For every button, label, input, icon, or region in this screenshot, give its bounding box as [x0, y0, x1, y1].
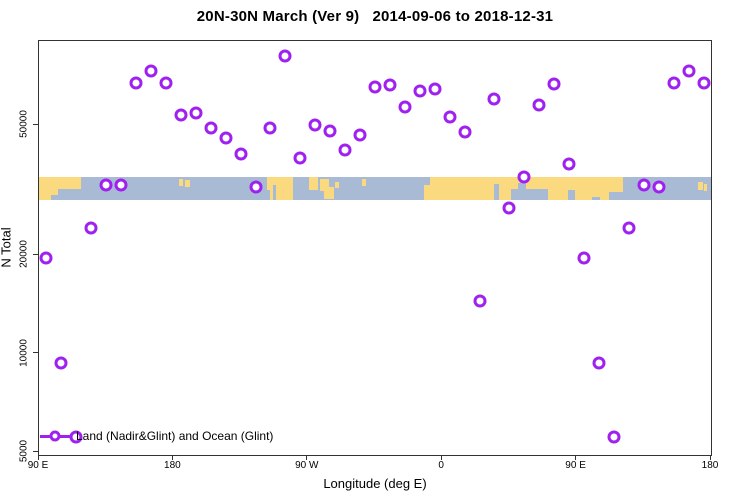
x-tick-mark	[37, 455, 39, 460]
y-axis-label: N Total	[0, 227, 14, 268]
data-point	[99, 178, 113, 192]
data-point	[443, 110, 457, 124]
data-point	[577, 251, 591, 265]
data-point	[323, 124, 337, 138]
y-tick-mark	[33, 450, 38, 452]
data-point	[697, 76, 711, 90]
y-tick-label: 20000	[18, 240, 30, 269]
ocean-segment	[58, 188, 81, 200]
x-tick-mark	[171, 455, 173, 460]
data-point	[667, 76, 681, 90]
data-point	[293, 151, 307, 165]
land-segment	[334, 181, 340, 189]
x-tick-label: 0	[438, 460, 444, 471]
data-point	[562, 157, 576, 171]
y-tick-mark	[33, 123, 38, 125]
x-tick-label: 90 W	[295, 460, 319, 471]
data-point	[607, 430, 621, 444]
ocean-segment	[517, 183, 526, 200]
x-tick-mark	[575, 455, 577, 460]
data-point	[637, 178, 651, 192]
x-tick-label: 180	[164, 460, 181, 471]
data-point	[652, 180, 666, 194]
x-tick-mark	[709, 455, 711, 460]
ocean-segment	[50, 194, 59, 200]
data-point	[622, 221, 636, 235]
data-point	[473, 294, 487, 308]
ocean-segment	[272, 185, 277, 200]
data-point	[383, 78, 397, 92]
ocean-segment	[510, 188, 549, 200]
plot-area	[38, 40, 712, 456]
data-point	[114, 178, 128, 192]
ocean-segment	[493, 183, 499, 200]
data-point	[592, 356, 606, 370]
data-point	[487, 92, 501, 106]
scatter-points-layer	[39, 41, 711, 455]
data-point	[69, 430, 83, 444]
ocean-segment	[567, 189, 576, 200]
data-point	[129, 76, 143, 90]
data-point	[204, 121, 218, 135]
land-segment	[179, 179, 184, 187]
data-point	[249, 180, 263, 194]
y-tick-mark	[33, 352, 38, 354]
legend-label: Land (Nadir&Glint) and Ocean (Glint)	[76, 429, 274, 443]
data-point	[263, 121, 277, 135]
data-point	[353, 128, 367, 142]
land-segment	[185, 180, 190, 188]
land-segment	[704, 183, 708, 191]
data-point	[368, 80, 382, 94]
land-segment	[319, 179, 330, 191]
data-point	[547, 77, 561, 91]
land-segment	[309, 177, 319, 190]
data-point	[159, 76, 173, 90]
data-point	[84, 221, 98, 235]
data-point	[502, 201, 516, 215]
legend: Land (Nadir&Glint) and Ocean (Glint)	[40, 429, 273, 443]
ocean-segment	[591, 196, 601, 200]
chart-title: 20N-30N March (Ver 9) 2014-09-06 to 2018…	[196, 8, 554, 25]
x-tick-label: 180	[701, 460, 719, 471]
data-point	[682, 64, 696, 78]
data-point	[308, 118, 322, 132]
data-point	[278, 49, 292, 63]
data-point	[174, 108, 188, 122]
x-tick-label: 90 E	[27, 460, 49, 471]
data-point	[219, 131, 233, 145]
legend-open-circle-icon	[40, 429, 70, 443]
ocean-segment	[266, 189, 270, 200]
y-tick-label: 10000	[18, 338, 30, 367]
x-tick-label: 90 E	[565, 460, 586, 471]
data-point	[54, 356, 68, 370]
data-point	[39, 251, 53, 265]
data-point	[428, 82, 442, 96]
data-point	[517, 170, 531, 184]
legend-circle-icon	[49, 430, 61, 442]
x-axis-label: Longitude (deg E)	[323, 476, 427, 491]
y-tick-label: 5000	[18, 439, 30, 463]
x-tick-mark	[306, 455, 308, 460]
data-point	[398, 100, 412, 114]
land-segment	[697, 181, 703, 190]
data-point	[458, 125, 472, 139]
ocean-segment	[423, 177, 431, 186]
data-point	[532, 98, 546, 112]
land-segment	[324, 187, 334, 199]
data-point	[234, 147, 248, 161]
y-tick-mark	[33, 253, 38, 255]
ocean-segment	[609, 191, 623, 200]
data-point	[144, 64, 158, 78]
x-tick-mark	[440, 455, 442, 460]
data-point	[338, 143, 352, 157]
land-segment	[361, 179, 367, 187]
data-point	[189, 106, 203, 120]
land-ocean-map-band	[39, 177, 711, 200]
y-tick-label: 50000	[18, 110, 30, 138]
data-point	[413, 84, 427, 98]
